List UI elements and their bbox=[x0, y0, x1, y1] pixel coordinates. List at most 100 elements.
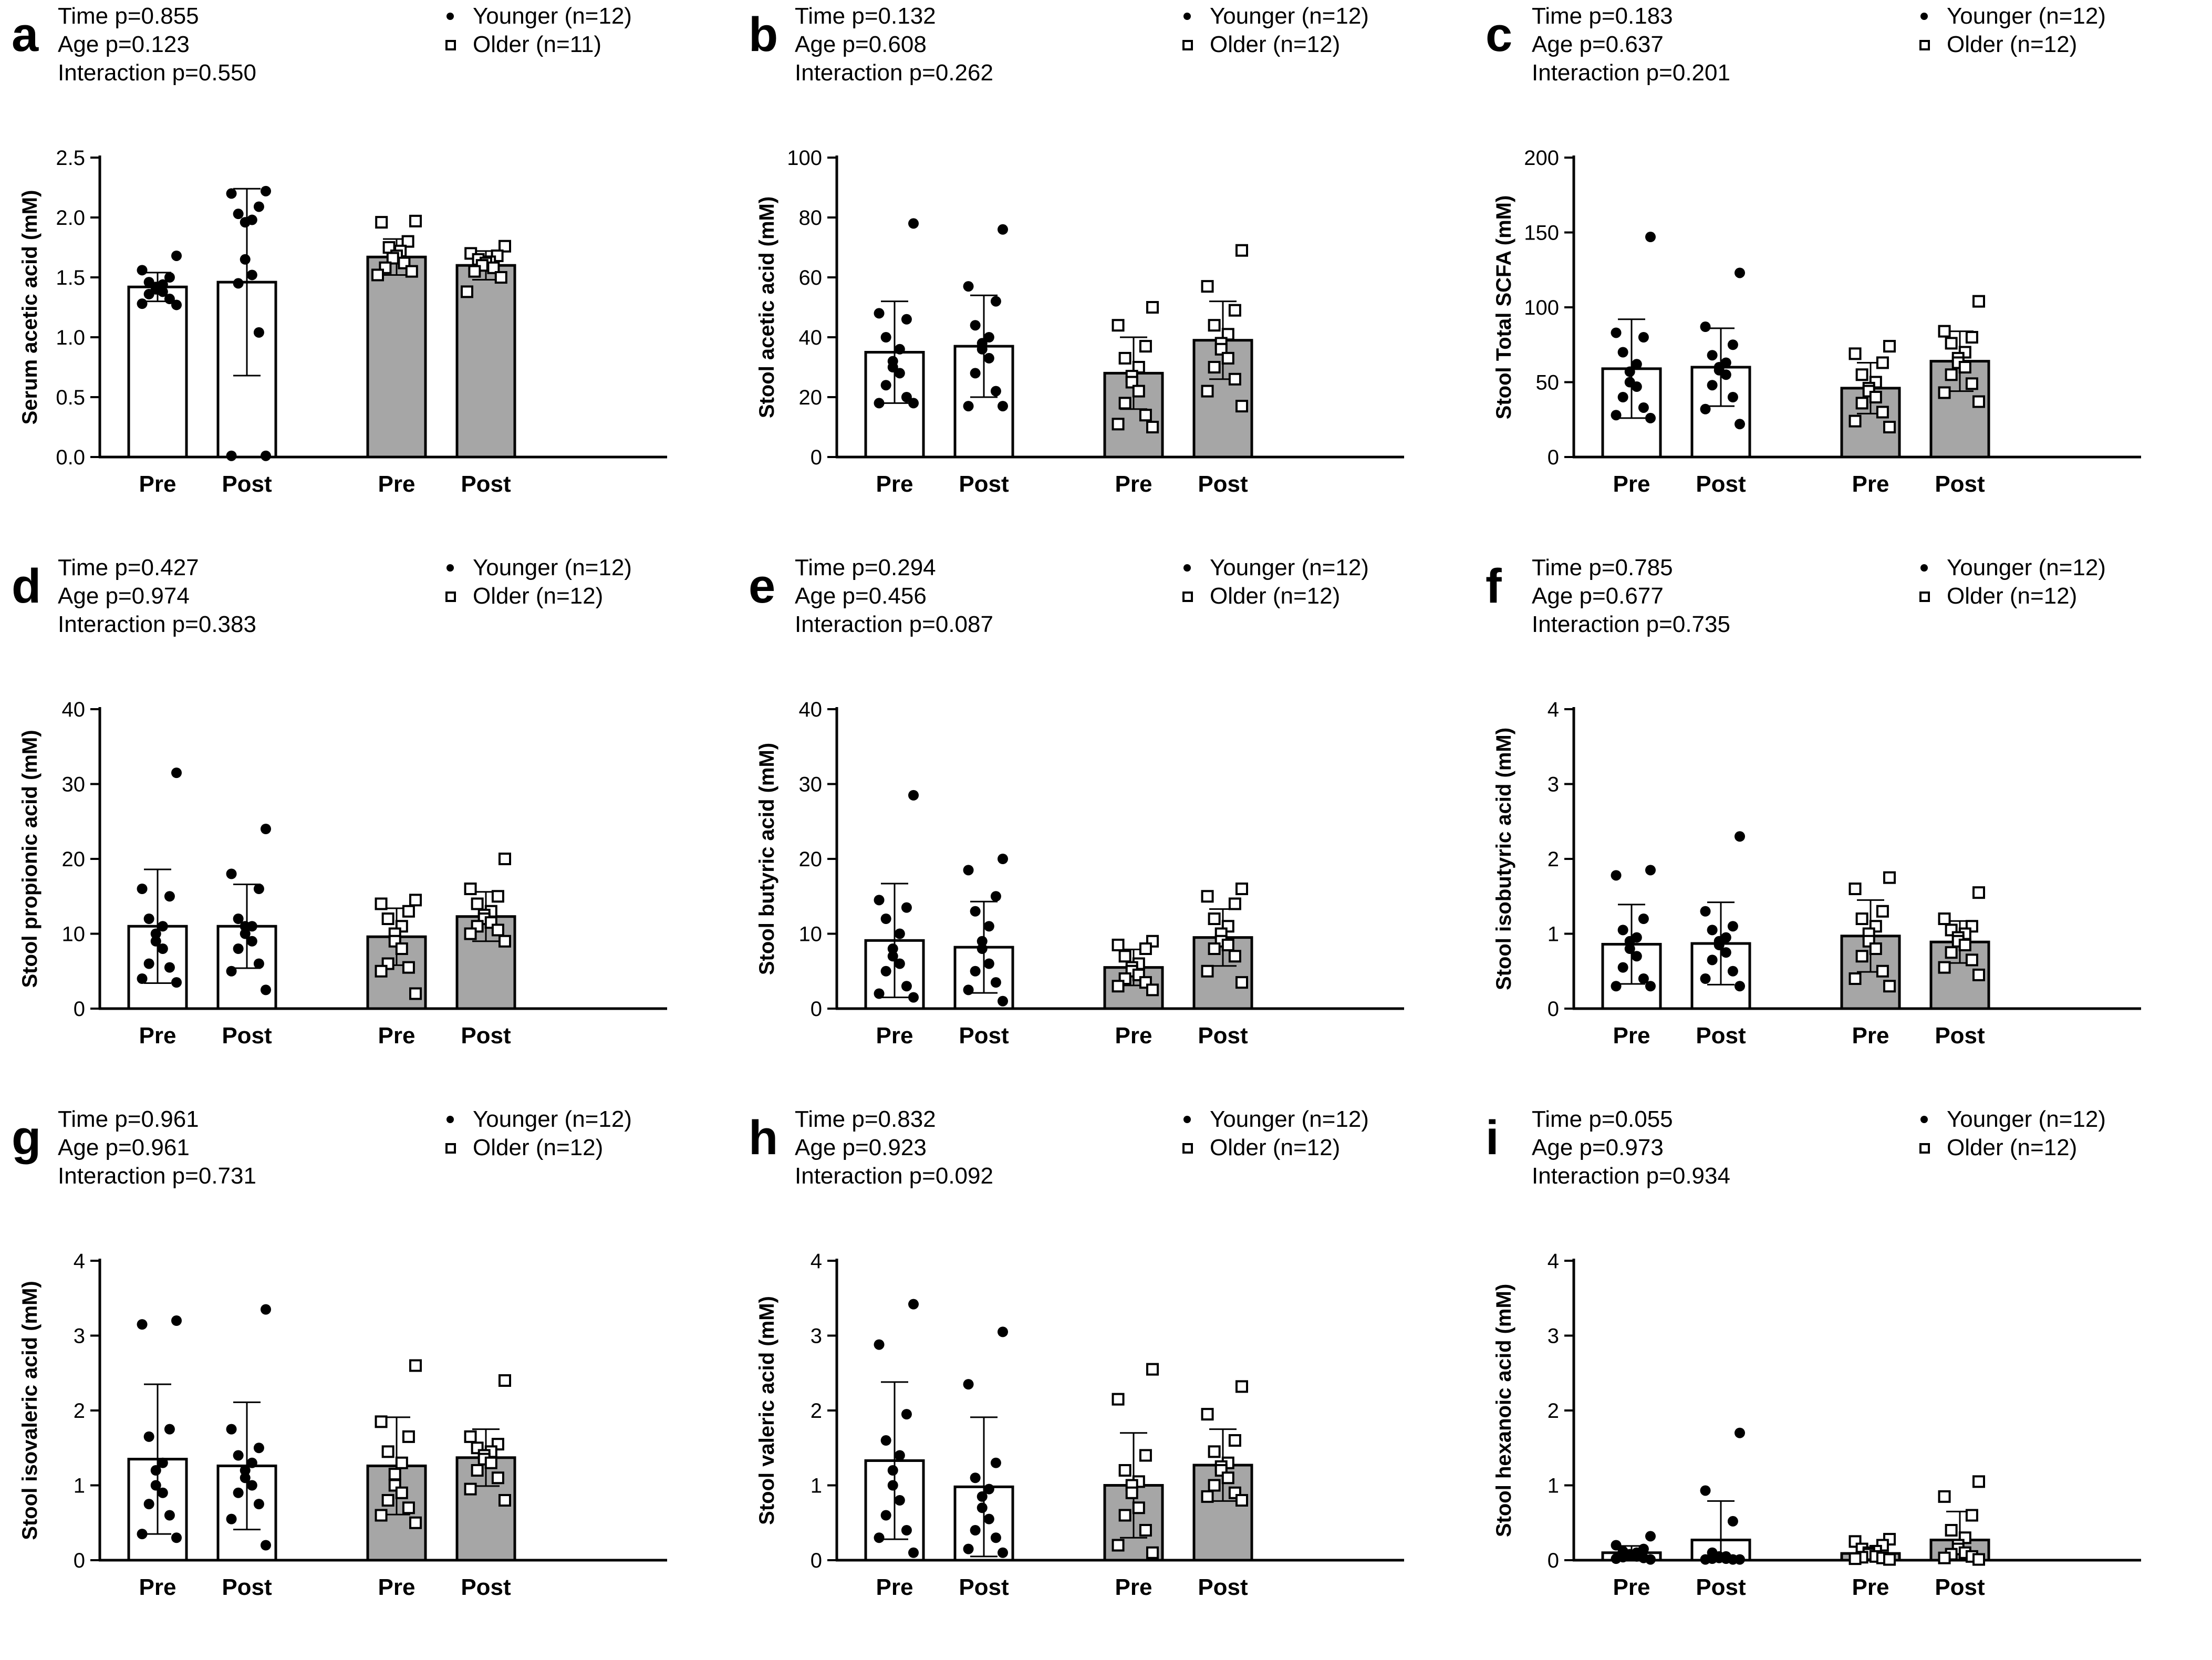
legend-label: Younger (n=12) bbox=[1210, 555, 1369, 580]
data-point-older bbox=[381, 912, 394, 925]
plot-svg: Stool isobutyric acid (mM) 0 1 2 3 4 Pre Post Pr… bbox=[1492, 698, 2141, 1049]
data-point-older bbox=[1938, 325, 1951, 338]
data-point-younger bbox=[261, 1304, 271, 1315]
data-point-younger bbox=[164, 272, 175, 283]
y-tick-label: 50 bbox=[1536, 371, 1560, 395]
data-point-younger bbox=[1713, 939, 1725, 950]
data-point-older bbox=[1208, 912, 1221, 925]
data-point-older bbox=[1112, 1393, 1125, 1406]
data-point-older bbox=[1972, 968, 1985, 981]
y-tick-label: 40 bbox=[799, 698, 823, 721]
x-category-label: Pre bbox=[1852, 1023, 1889, 1049]
stats-line: Interaction p=0.092 bbox=[795, 1163, 993, 1189]
data-point-younger bbox=[880, 914, 891, 924]
legend: Younger (n=12) Older (n=12) bbox=[1915, 554, 2106, 610]
filled-circle-icon bbox=[1915, 554, 1947, 582]
data-point-older bbox=[1235, 244, 1248, 257]
stats-block: Time p=0.832 Age p=0.923 Interaction p=0.0… bbox=[795, 1105, 993, 1190]
data-point-younger bbox=[901, 981, 912, 992]
stats-block: Time p=0.055 Age p=0.973 Interaction p=0.9… bbox=[1532, 1105, 1730, 1190]
data-point-younger bbox=[246, 269, 257, 281]
data-point-younger bbox=[171, 1315, 182, 1326]
filled-circle-icon bbox=[1178, 2, 1210, 30]
data-point-older bbox=[1855, 397, 1868, 410]
data-point-younger bbox=[998, 224, 1008, 235]
panel-letter: e bbox=[749, 559, 776, 613]
x-category-label: Pre bbox=[378, 1574, 416, 1600]
data-point-younger bbox=[998, 1326, 1008, 1337]
data-point-younger bbox=[137, 1529, 148, 1540]
y-tick-label: 20 bbox=[62, 848, 86, 871]
data-point-older bbox=[1214, 343, 1228, 356]
y-tick-label: 100 bbox=[787, 147, 822, 170]
data-point-older bbox=[1965, 953, 1978, 967]
data-point-younger bbox=[1611, 981, 1622, 992]
data-point-older bbox=[491, 1471, 504, 1485]
stats-line: Age p=0.608 bbox=[795, 32, 927, 57]
panel-letter: f bbox=[1486, 559, 1502, 613]
data-point-older bbox=[1201, 1408, 1214, 1421]
data-point-older bbox=[375, 897, 388, 910]
data-point-younger bbox=[240, 1472, 251, 1483]
data-point-older bbox=[468, 265, 481, 278]
stats-block: Time p=0.855 Age p=0.123 Interaction p=0.5… bbox=[58, 2, 256, 87]
data-point-younger bbox=[983, 332, 994, 343]
x-category-label: Post bbox=[1696, 1023, 1746, 1049]
open-square-icon bbox=[1178, 30, 1210, 59]
data-point-older bbox=[409, 1359, 422, 1372]
x-category-label: Post bbox=[222, 1574, 272, 1600]
data-point-older bbox=[1235, 400, 1248, 413]
data-point-older bbox=[375, 216, 388, 229]
legend-item-older: Older (n=12) bbox=[1178, 1134, 1369, 1162]
y-tick-label: 3 bbox=[1548, 773, 1559, 796]
data-point-older bbox=[1208, 1445, 1221, 1458]
data-point-younger bbox=[137, 265, 148, 276]
data-point-older bbox=[1972, 295, 1985, 308]
data-point-younger bbox=[1727, 392, 1738, 402]
data-point-older bbox=[1945, 1524, 1958, 1537]
data-point-younger bbox=[1611, 327, 1622, 338]
data-point-younger bbox=[240, 928, 251, 939]
data-point-younger bbox=[887, 943, 898, 954]
x-category-label: Post bbox=[461, 471, 511, 497]
data-point-older bbox=[1235, 1380, 1248, 1393]
data-point-younger bbox=[1735, 1427, 1745, 1438]
data-point-younger bbox=[1735, 981, 1745, 992]
y-tick-label: 3 bbox=[74, 1325, 85, 1348]
plot-svg: Stool butyric acid (mM) 0 10 20 30 40 Pre Post P… bbox=[755, 698, 1404, 1049]
y-tick-label: 0 bbox=[1548, 1549, 1559, 1572]
legend-item-older: Older (n=12) bbox=[1178, 582, 1369, 610]
legend-item-younger: Younger (n=12) bbox=[441, 2, 632, 30]
y-tick-label: 30 bbox=[62, 773, 86, 796]
data-point-younger bbox=[908, 1547, 919, 1558]
data-point-younger bbox=[1631, 381, 1642, 392]
y-tick-label: 60 bbox=[799, 266, 823, 289]
legend: Younger (n=12) Older (n=12) bbox=[441, 1105, 632, 1162]
data-point-younger bbox=[233, 209, 244, 220]
x-category-label: Post bbox=[1935, 471, 1985, 497]
data-point-younger bbox=[983, 958, 994, 969]
y-tick-label: 1 bbox=[811, 1475, 822, 1498]
y-tick-label: 0 bbox=[74, 998, 85, 1021]
data-point-younger bbox=[143, 1431, 154, 1442]
data-point-younger bbox=[963, 865, 974, 876]
open-square-icon bbox=[1915, 582, 1947, 610]
data-point-younger bbox=[164, 962, 175, 973]
x-category-label: Pre bbox=[1613, 1574, 1650, 1600]
data-point-younger bbox=[874, 308, 885, 319]
data-point-younger bbox=[1700, 403, 1711, 414]
data-point-younger bbox=[164, 294, 175, 305]
bar-younger-pre bbox=[127, 285, 188, 459]
y-tick-label: 1 bbox=[1548, 1475, 1559, 1498]
data-point-younger bbox=[143, 958, 154, 969]
legend: Younger (n=12) Older (n=12) bbox=[1178, 2, 1369, 59]
data-point-younger bbox=[1645, 1554, 1656, 1565]
data-point-older bbox=[375, 1509, 388, 1522]
data-point-older bbox=[1945, 368, 1958, 381]
data-point-younger bbox=[1645, 1531, 1656, 1542]
data-point-younger bbox=[894, 1450, 905, 1461]
open-square-icon bbox=[1915, 30, 1947, 59]
data-point-older bbox=[1855, 368, 1868, 381]
plot-svg: Stool valeric acid (mM) 0 1 2 3 4 Pre Post Pre Po… bbox=[755, 1250, 1404, 1600]
data-point-younger bbox=[143, 1499, 154, 1510]
